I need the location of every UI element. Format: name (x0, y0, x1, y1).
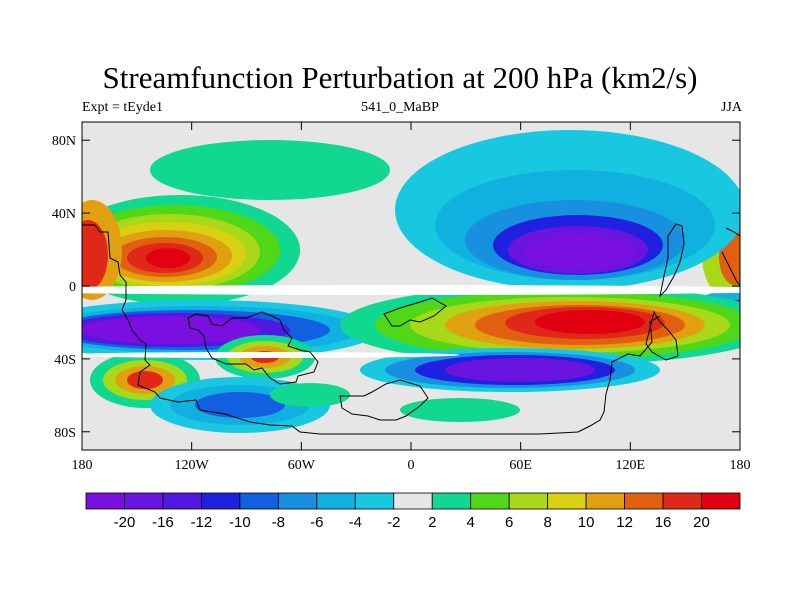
coastline-east-asia (659, 223, 685, 298)
axis-ticks: 180 120W 60W 0 60E 120E 180 80N 40N 0 40S 80S (52, 122, 751, 473)
zero-contour-band (82, 285, 740, 295)
colorbar-swatch (624, 492, 664, 510)
x-tick-label: 120W (175, 458, 210, 473)
streamfunction-field (82, 130, 740, 433)
colorbar-label: -20 (114, 514, 136, 531)
zero-contour-band (82, 352, 460, 358)
field-contour-fill (445, 358, 595, 382)
colorbar-label: 6 (505, 514, 513, 531)
y-tick-label: 0 (69, 280, 76, 295)
colorbar-swatch (316, 492, 356, 510)
coastline-africa-north (383, 297, 447, 327)
field-contour-fill (82, 316, 260, 344)
x-tick-label: 180 (72, 458, 93, 473)
y-tick-label: 80N (52, 134, 76, 149)
colorbar-swatch (124, 492, 164, 510)
colorbar-label: -6 (310, 514, 323, 531)
colorbar-swatch (701, 492, 741, 510)
colorbar-label: -16 (152, 514, 174, 531)
colorbar-label: -4 (349, 514, 362, 531)
colorbar-label: -8 (272, 514, 285, 531)
x-tick-label: 180 (730, 458, 751, 473)
field-contour-fill (270, 383, 350, 407)
colorbar-swatch (470, 492, 510, 510)
chart-title: Streamfunction Perturbation at 200 hPa (… (102, 60, 698, 95)
y-tick-label: 40N (52, 207, 76, 222)
coastlines (82, 223, 740, 435)
colorbar-swatch (585, 492, 625, 510)
coastline-africa (339, 379, 429, 421)
colorbar-label: 2 (428, 514, 436, 531)
colorbar-label: 16 (655, 514, 672, 531)
coastline-australia (645, 310, 679, 361)
x-tick-label: 120E (616, 458, 646, 473)
field-contour-fill (127, 371, 163, 389)
coastline-pacific-rim (721, 227, 740, 287)
colorbar-swatch (393, 492, 433, 510)
field-contour-fill (82, 220, 108, 290)
x-tick-label: 60W (288, 458, 316, 473)
y-tick-label: 80S (54, 426, 76, 441)
colorbar-swatch (162, 492, 202, 510)
colorbar-swatch (547, 492, 587, 510)
colorbar-label: -12 (191, 514, 213, 531)
colorbar: -20 -16 -12 -10 -8 -6 -4 -2 2 4 6 8 10 12 16 20 (85, 492, 741, 531)
colorbar-swatch (85, 492, 125, 510)
field-contour-fill (535, 310, 645, 334)
colorbar-swatch (431, 492, 472, 510)
case-label: 541_0_MaBP (361, 100, 439, 115)
colorbar-swatch (277, 492, 318, 510)
colorbar-swatch (508, 492, 549, 510)
experiment-label: Expt = tEyde1 (82, 100, 163, 115)
colorbar-swatch (354, 492, 395, 510)
coastline-americas (82, 224, 661, 435)
colorbar-label: 12 (616, 514, 633, 531)
x-tick-label: 0 (408, 458, 415, 473)
colorbar-swatch (239, 492, 279, 510)
coastline-south-america (187, 311, 319, 385)
field-contour-fill (400, 398, 520, 422)
field-contour-fill (146, 248, 190, 268)
colorbar-swatch (201, 492, 241, 510)
y-tick-label: 40S (54, 353, 76, 368)
season-label: JJA (720, 100, 742, 115)
colorbar-label: 4 (467, 514, 475, 531)
colorbar-label: 10 (578, 514, 595, 531)
colorbar-swatch (662, 492, 702, 510)
colorbar-label: -10 (229, 514, 251, 531)
colorbar-label: -2 (387, 514, 400, 531)
field-contour-fill (150, 140, 390, 200)
field-contour-fill (195, 392, 285, 418)
x-tick-label: 60E (509, 458, 532, 473)
colorbar-label: 20 (693, 514, 710, 531)
colorbar-label: 8 (543, 514, 551, 531)
field-contour-fill (525, 234, 635, 270)
